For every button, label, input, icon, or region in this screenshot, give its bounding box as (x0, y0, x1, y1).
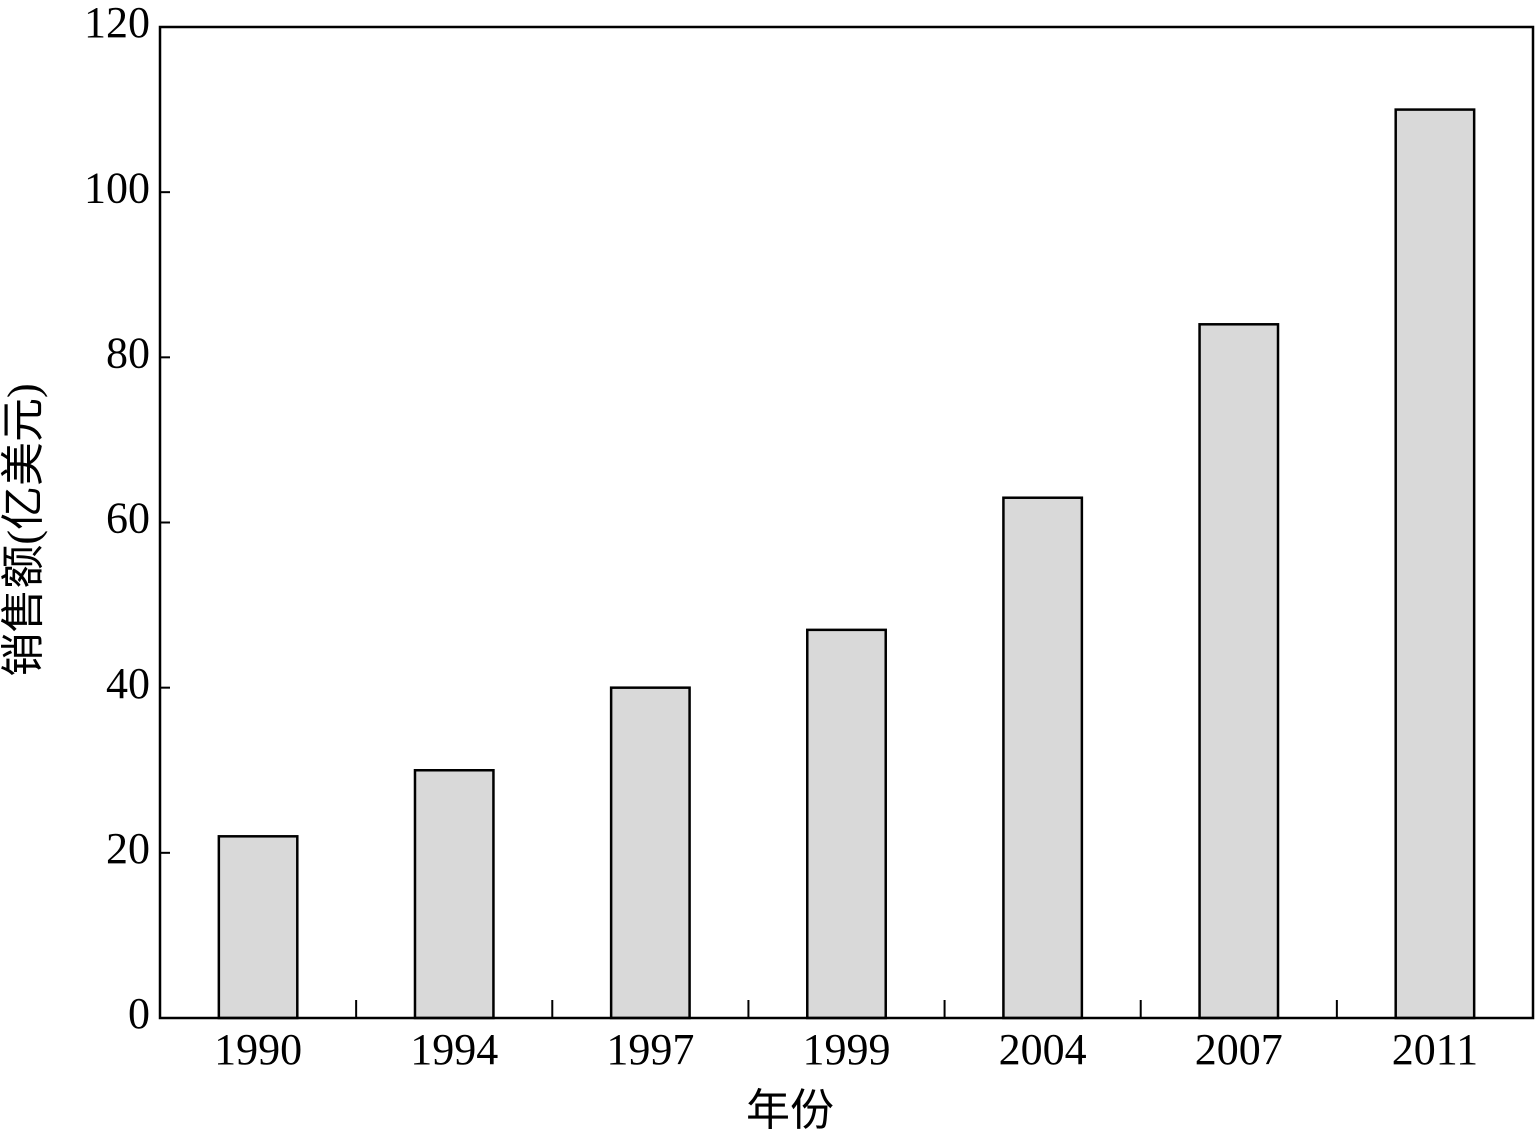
x-axis-label: 年份 (746, 1086, 834, 1135)
bar (609, 686, 691, 1020)
y-tick-label: 40 (106, 659, 150, 708)
y-tick-label: 0 (128, 989, 150, 1038)
x-tick-label: 2011 (1392, 1025, 1478, 1074)
x-tick-label: 1999 (803, 1025, 891, 1074)
x-tick-label: 2004 (999, 1025, 1087, 1074)
y-tick-label: 60 (106, 494, 150, 543)
bar (1002, 496, 1084, 1020)
y-tick-label: 100 (84, 163, 150, 212)
y-tick-label: 120 (84, 0, 150, 47)
y-tick-label: 20 (106, 824, 150, 873)
bar (217, 835, 299, 1020)
x-tick-label: 1994 (410, 1025, 498, 1074)
bar (1394, 108, 1476, 1020)
plot-frame (158, 25, 1535, 1020)
bar (1198, 323, 1280, 1020)
y-tick-label: 80 (106, 328, 150, 377)
x-tick-label: 1997 (606, 1025, 694, 1074)
bar (413, 769, 495, 1020)
x-tick-label: 1990 (214, 1025, 302, 1074)
y-axis-label: 销售额(亿美元) (0, 383, 48, 676)
x-tick-label: 2007 (1195, 1025, 1283, 1074)
bar (806, 628, 887, 1020)
